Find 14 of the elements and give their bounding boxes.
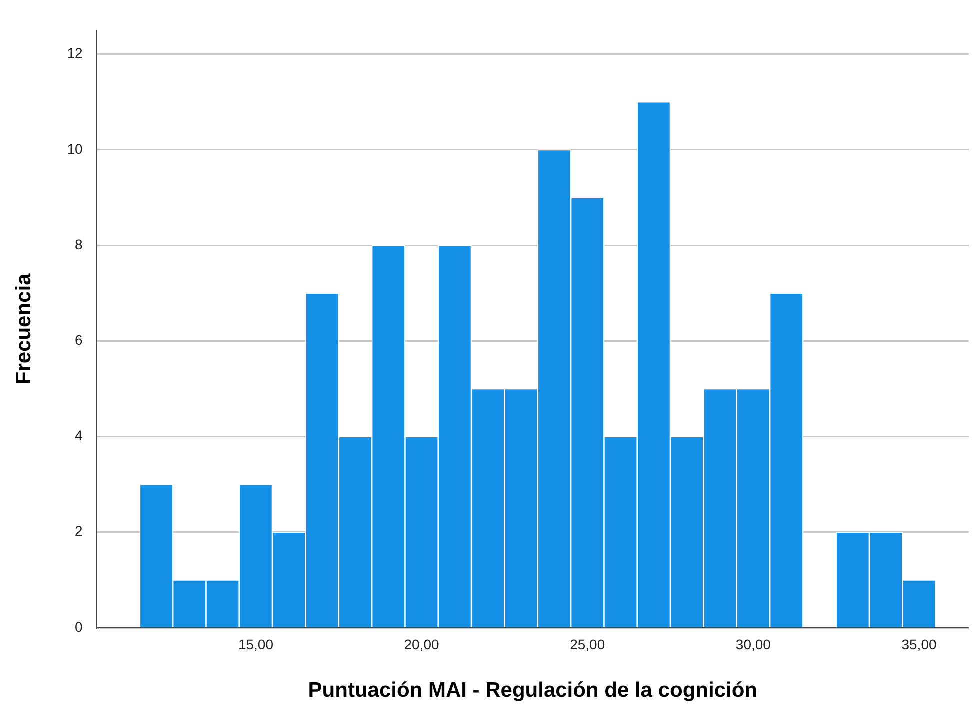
y-tick-label: 8 [74,236,83,252]
y-tick-label: 0 [74,618,83,635]
x-tick-label: 20,00 [404,636,440,652]
x-tick-label: 25,00 [570,636,606,652]
y-axis-title: Frecuencia [12,273,36,385]
y-tick-label: 12 [67,45,83,62]
y-tick-label: 10 [67,140,83,157]
x-tick-label: 15,00 [238,636,274,652]
y-tick-label: 2 [74,523,83,540]
y-tick-label: 4 [74,428,83,444]
x-tick-label: 30,00 [736,636,772,652]
x-axis-title: Puntuación MAI - Regulación de la cognición [308,679,758,702]
y-tick-label: 6 [74,332,83,348]
x-tick-label: 35,00 [902,636,937,652]
